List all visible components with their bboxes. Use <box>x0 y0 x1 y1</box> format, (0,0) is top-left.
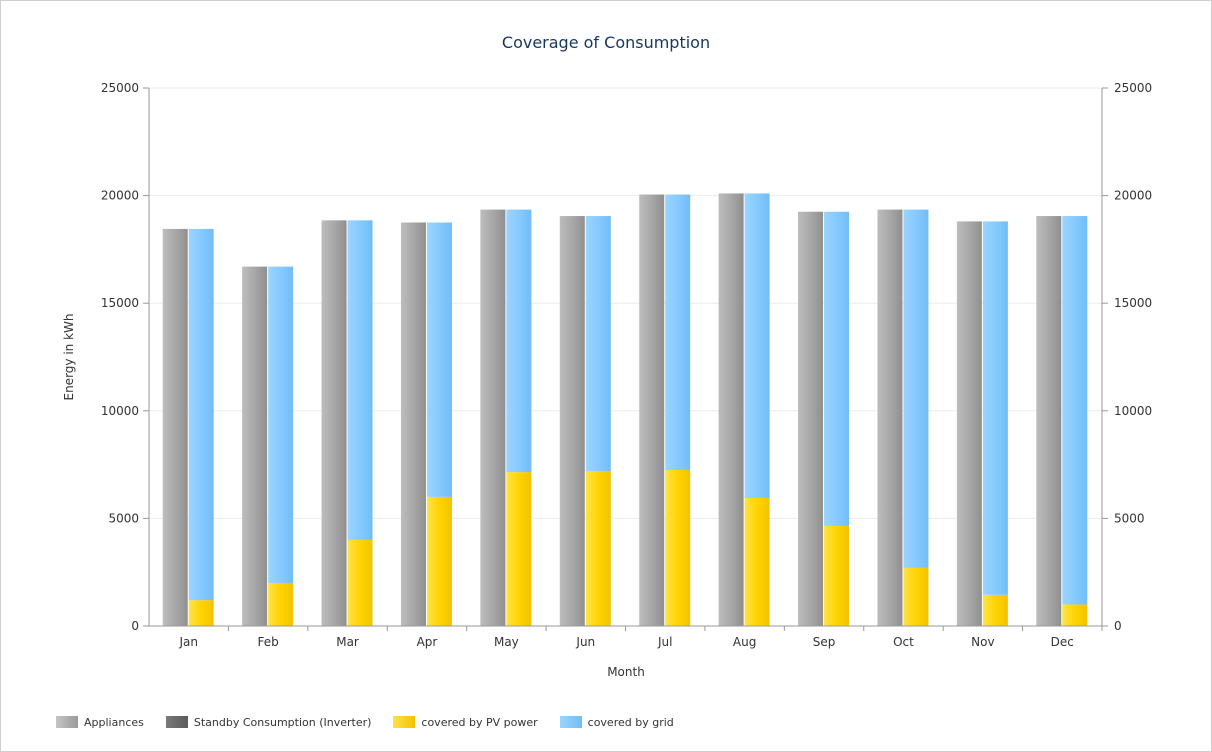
x-tick-label: Mar <box>336 635 359 649</box>
y-axis-label: Energy in kWh <box>62 314 76 401</box>
y-tick-label: 0 <box>131 619 139 633</box>
y2-tick-label: 0 <box>1114 619 1122 633</box>
bar-covered-by-pv-power <box>585 471 611 626</box>
legend-label-appliances: Appliances <box>84 715 144 729</box>
legend: Appliances Standby Consumption (Inverter… <box>56 713 696 731</box>
bar-covered-by-pv-power <box>426 496 452 626</box>
y-tick-label: 20000 <box>101 189 139 203</box>
legend-item-standby[interactable]: Standby Consumption (Inverter) <box>165 715 372 729</box>
bar-covered-by-pv-power <box>506 472 532 626</box>
legend-item-appliances[interactable]: Appliances <box>56 716 144 729</box>
x-tick-label: Feb <box>258 635 279 649</box>
bar-appliances <box>718 193 744 626</box>
x-tick-label: Oct <box>893 635 914 649</box>
x-tick-label: Dec <box>1051 635 1074 649</box>
bar-appliances <box>480 209 506 626</box>
bar-covered-by-pv-power <box>188 600 214 626</box>
legend-label-pv: covered by PV power <box>421 715 538 729</box>
y2-tick-label: 5000 <box>1114 511 1145 525</box>
bar-covered-by-pv-power <box>824 525 850 626</box>
bar-covered-by-grid <box>824 211 850 526</box>
bar-covered-by-pv-power <box>347 539 373 626</box>
bar-appliances <box>639 194 665 627</box>
bar-covered-by-pv-power <box>268 582 294 626</box>
bar-covered-by-grid <box>188 228 214 601</box>
bar-covered-by-grid <box>665 194 691 470</box>
x-tick-label: Jun <box>575 635 595 649</box>
chart-title: Coverage of Consumption <box>501 33 711 52</box>
x-tick-label: Sep <box>813 635 836 649</box>
legend-swatch-standby <box>165 716 188 728</box>
y2-tick-label: 20000 <box>1114 189 1152 203</box>
y-tick-label: 15000 <box>101 296 139 310</box>
bar-covered-by-grid <box>982 221 1008 595</box>
bar-appliances <box>400 222 426 626</box>
x-tick-label: Jul <box>657 635 672 649</box>
bar-appliances <box>321 220 347 626</box>
bar-appliances <box>1036 216 1062 626</box>
y2-tick-label: 10000 <box>1114 404 1152 418</box>
x-tick-label: Nov <box>971 635 994 649</box>
legend-swatch-appliances <box>56 716 78 728</box>
bar-covered-by-pv-power <box>744 497 770 626</box>
bar-covered-by-grid <box>426 222 452 497</box>
bar-appliances <box>162 228 188 626</box>
bar-covered-by-grid <box>903 209 929 568</box>
bar-covered-by-pv-power <box>903 567 929 626</box>
x-tick-label: Jan <box>178 635 198 649</box>
y2-tick-label: 25000 <box>1114 81 1152 95</box>
bar-appliances <box>559 216 585 626</box>
bar-covered-by-grid <box>585 216 611 472</box>
bar-appliances <box>242 266 268 626</box>
bar-appliances <box>956 221 982 626</box>
bar-appliances <box>877 209 903 626</box>
bar-covered-by-grid <box>268 266 294 583</box>
legend-item-pv[interactable]: covered by PV power <box>393 715 538 729</box>
legend-swatch-grid <box>559 716 582 728</box>
bar-covered-by-pv-power <box>665 469 691 626</box>
bar-covered-by-grid <box>1062 216 1088 605</box>
bar-covered-by-pv-power <box>982 594 1008 626</box>
legend-swatch-pv <box>393 716 416 728</box>
legend-label-grid: covered by grid <box>587 715 674 729</box>
legend-item-grid[interactable]: covered by grid <box>559 715 674 729</box>
x-tick-label: Aug <box>733 635 756 649</box>
legend-label-standby: Standby Consumption (Inverter) <box>193 715 372 729</box>
bar-covered-by-grid <box>744 193 770 498</box>
bar-covered-by-grid <box>506 209 532 473</box>
x-tick-label: May <box>494 635 519 649</box>
y2-tick-label: 15000 <box>1114 296 1152 310</box>
y-tick-label: 25000 <box>101 81 139 95</box>
y-tick-label: 5000 <box>108 511 139 525</box>
bar-covered-by-grid <box>347 220 373 540</box>
x-tick-label: Apr <box>417 635 438 649</box>
bar-appliances <box>798 211 824 627</box>
bar-covered-by-pv-power <box>1062 604 1088 626</box>
y-tick-label: 10000 <box>101 404 139 418</box>
x-axis-label: Month <box>607 665 645 679</box>
